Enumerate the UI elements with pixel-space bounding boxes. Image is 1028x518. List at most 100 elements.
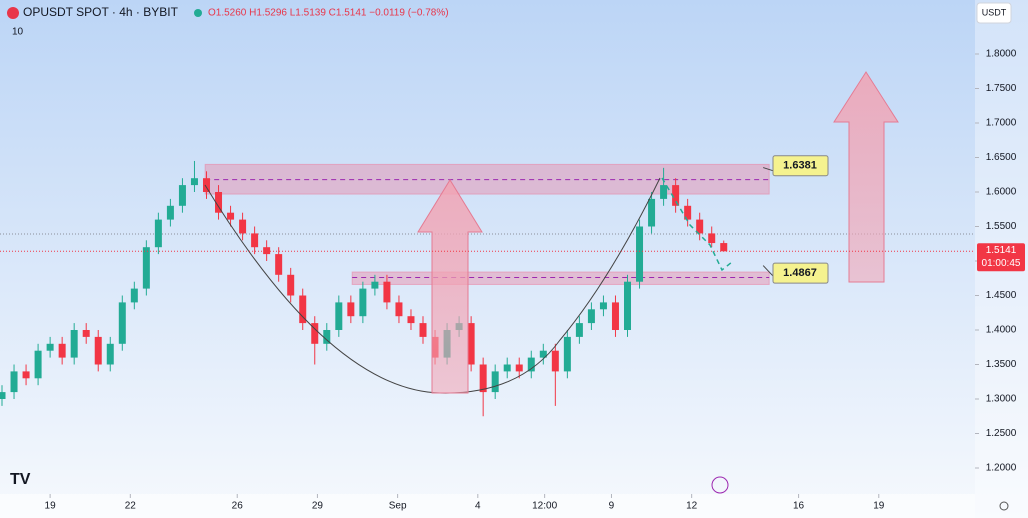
- indicator-label: 10: [12, 27, 24, 38]
- candle-body: [323, 330, 331, 344]
- candle-body: [395, 302, 403, 317]
- candle-body: [491, 371, 499, 393]
- candle-body: [299, 295, 307, 324]
- x-tick-label: 26: [232, 501, 244, 512]
- candle-body: [347, 302, 355, 317]
- y-tick-label: 1.6500: [986, 152, 1017, 163]
- candle-body: [0, 392, 6, 399]
- x-tick-label: 12:00: [532, 501, 557, 512]
- ohlc: O1.5260 H1.5296 L1.5139 C1.5141 −0.0119 …: [208, 8, 449, 19]
- x-tick-label: 9: [609, 501, 615, 512]
- candle-body: [202, 178, 210, 192]
- settings-icon[interactable]: [999, 501, 1009, 511]
- candle-body: [82, 330, 90, 337]
- x-tick-label: 19: [873, 501, 885, 512]
- callout-box: [772, 262, 829, 284]
- y-tick-label: 1.4500: [986, 290, 1017, 301]
- y-tick-label: 1.2000: [986, 463, 1017, 474]
- callout-label: 1.6381: [783, 160, 817, 172]
- candle-body: [178, 185, 186, 206]
- candle-body: [515, 364, 523, 372]
- x-tick-label: 12: [686, 501, 698, 512]
- candle-body: [46, 343, 54, 351]
- candle-body: [467, 323, 475, 365]
- logo: [7, 7, 19, 19]
- candle-body: [263, 247, 271, 255]
- candle-body: [239, 219, 247, 234]
- y-tick-label: 1.3500: [986, 359, 1017, 370]
- candle-body: [624, 281, 632, 330]
- candle-body: [22, 371, 30, 379]
- candle-body: [720, 243, 728, 252]
- time-axis: [0, 494, 975, 518]
- status-dot: [194, 9, 202, 17]
- zone: [351, 271, 770, 285]
- callout-box: [772, 155, 829, 177]
- currency: USDT: [982, 7, 1007, 17]
- candle-body: [636, 226, 644, 282]
- projection-path: [661, 177, 733, 272]
- candle-body: [479, 364, 487, 393]
- callout-label: 1.4867: [783, 267, 817, 279]
- up-arrow: [833, 71, 899, 283]
- candle-body: [142, 247, 150, 289]
- y-tick-label: 1.3000: [986, 394, 1017, 405]
- candle-body: [419, 323, 427, 337]
- currency-button[interactable]: [976, 2, 1012, 24]
- candle-body: [407, 316, 415, 324]
- candle-body: [551, 350, 559, 372]
- candle-body: [251, 233, 259, 248]
- up-arrow: [417, 179, 483, 394]
- y-tick-label: 1.8000: [986, 49, 1017, 60]
- candle-body: [672, 185, 680, 206]
- candle-body: [275, 254, 283, 275]
- x-tick-label: 29: [312, 501, 324, 512]
- candle-body: [648, 198, 656, 227]
- candle-body: [575, 323, 583, 337]
- countdown: 01:00:45: [982, 258, 1021, 269]
- candle-body: [539, 350, 547, 358]
- candle-body: [215, 192, 223, 213]
- y-tick-label: 1.7000: [986, 118, 1017, 129]
- candle-body: [359, 288, 367, 317]
- candle-body: [684, 205, 692, 220]
- candle-body: [660, 185, 668, 199]
- x-tick-label: 4: [475, 501, 481, 512]
- y-tick-label: 1.7500: [986, 83, 1017, 94]
- candle-body: [503, 364, 511, 372]
- x-tick-label: 16: [793, 501, 805, 512]
- candle-body: [94, 336, 102, 365]
- last-price-tag: [977, 243, 1025, 272]
- candle-body: [527, 357, 535, 372]
- candle-body: [166, 205, 174, 220]
- candle-body: [190, 178, 198, 186]
- candle-body: [227, 212, 235, 220]
- y-tick-label: 1.2500: [986, 428, 1017, 439]
- candle-body: [10, 371, 18, 393]
- candle-body: [106, 343, 114, 365]
- candle-body: [563, 336, 571, 372]
- candle-body: [34, 350, 42, 379]
- y-tick-label: 1.5500: [986, 221, 1017, 232]
- candle-body: [708, 233, 716, 244]
- tv-logo: TV: [10, 471, 31, 488]
- candle-body: [287, 274, 295, 296]
- x-tick-label: 19: [45, 501, 57, 512]
- symbol-title: OPUSDT SPOT · 4h · BYBIT: [23, 5, 179, 19]
- candle-body: [371, 281, 379, 289]
- candle-body: [70, 330, 78, 358]
- y-tick-label: 1.6000: [986, 187, 1017, 198]
- candle-body: [383, 281, 391, 303]
- event-icon[interactable]: [711, 476, 729, 494]
- candle-body: [599, 302, 607, 310]
- x-tick-label: Sep: [389, 501, 407, 512]
- candle-body: [611, 302, 619, 330]
- candle-body: [154, 219, 162, 248]
- candle-body: [130, 288, 138, 303]
- candle-body: [335, 302, 343, 330]
- last-price: 1.5141: [986, 245, 1017, 256]
- candle-body: [311, 323, 319, 344]
- x-tick-label: 22: [125, 501, 137, 512]
- candle-body: [118, 302, 126, 344]
